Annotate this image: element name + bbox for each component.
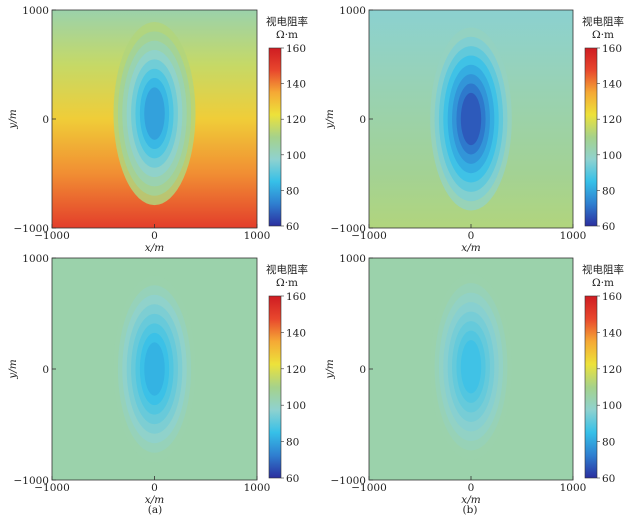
x-tick-label: 1000 [244,230,271,242]
y-tick-label: −1000 [330,223,366,235]
x-axis-label: x/m [145,242,164,254]
panel-b-top: −1000 0 1000 1000 0 −1000 x/m y/m 160 140 120 100 80… [324,5,624,254]
colorbar-tick-label: 160 [286,43,306,55]
panel-b-bottom: −1000 0 1000 1000 0 −1000 x/m y/m 160 140 120 100 80… [324,253,624,506]
colorbar-unit: Ω·m [276,277,298,289]
y-tick-label: −1000 [13,223,49,235]
colorbar-tick-label: 60 [602,221,615,233]
colorbar [268,47,282,227]
colorbar [584,47,598,227]
anomaly-contour [144,87,165,140]
anomaly-contour [460,340,482,394]
y-axis-label: y/m [324,109,336,129]
x-tick-label: 0 [468,230,475,242]
y-tick-label: 1000 [22,5,49,17]
x-tick-label: 1000 [244,482,271,494]
x-tick-label: −1000 [34,482,70,494]
y-axis-label: y/m [7,359,19,379]
colorbar-title: 视电阻率 [582,263,624,276]
colorbar-unit: Ω·m [592,29,614,41]
y-tick-label: 1000 [339,253,366,265]
colorbar-unit: Ω·m [592,277,614,289]
y-tick-label: 1000 [339,5,366,17]
x-axis-label: x/m [461,494,480,506]
colorbar-unit: Ω·m [276,29,298,41]
x-tick-label: 0 [468,482,475,494]
y-tick-label: 0 [359,364,366,376]
x-axis-label: x/m [461,242,480,254]
colorbar-tick-label: 140 [602,327,622,339]
colorbar-tick-label: 160 [602,43,622,55]
colorbar-tick-label: 120 [286,114,306,126]
colorbar-title: 视电阻率 [266,263,308,276]
colorbar-tick-label: 60 [286,473,299,485]
colorbar-tick-label: 160 [286,291,306,303]
y-tick-label: 1000 [22,253,49,265]
colorbar-tick-label: 80 [286,437,299,449]
y-axis-label: y/m [324,359,336,379]
caption-a: (a) [148,504,162,516]
y-tick-label: 0 [359,114,366,126]
colorbar-title: 视电阻率 [266,15,308,28]
colorbar-tick-label: 100 [602,150,622,162]
x-tick-label: 0 [151,230,158,242]
colorbar-tick-label: 60 [602,473,615,485]
colorbar-tick-label: 140 [286,327,306,339]
y-tick-label: 0 [42,114,49,126]
colorbar-tick-label: 160 [602,291,622,303]
colorbar [584,295,598,479]
anomaly-contour [460,92,482,146]
x-tick-label: −1000 [34,230,70,242]
colorbar-tick-label: 140 [286,79,306,91]
colorbar-tick-label: 100 [602,400,622,412]
colorbar-tick-label: 120 [602,364,622,376]
colorbar-title: 视电阻率 [582,15,624,28]
colorbar-tick-label: 100 [286,150,306,162]
colorbar-tick-label: 80 [602,185,615,197]
y-tick-label: 0 [42,364,49,376]
x-tick-label: −1000 [351,482,387,494]
x-tick-label: 0 [151,482,158,494]
panel-a-bottom: −1000 0 1000 1000 0 −1000 x/m y/m 160 140 120 100 80… [7,253,308,506]
y-tick-label: −1000 [330,475,366,487]
colorbar [268,295,282,479]
anomaly-contour [144,342,165,396]
panel-a-top: −1000 0 1000 1000 0 −1000 x/m y/m 160 140 120 100 80… [7,5,308,254]
colorbar-tick-label: 100 [286,400,306,412]
x-tick-label: −1000 [351,230,387,242]
colorbar-tick-label: 80 [602,437,615,449]
colorbar-tick-label: 140 [602,79,622,91]
x-axis-label: x/m [145,494,164,506]
x-tick-label: 1000 [560,230,587,242]
x-tick-label: 1000 [560,482,587,494]
colorbar-tick-label: 60 [286,221,299,233]
colorbar-tick-label: 80 [286,185,299,197]
y-axis-label: y/m [7,109,19,129]
colorbar-tick-label: 120 [286,364,306,376]
colorbar-tick-label: 120 [602,114,622,126]
caption-b: (b) [463,504,478,516]
y-tick-label: −1000 [13,475,49,487]
